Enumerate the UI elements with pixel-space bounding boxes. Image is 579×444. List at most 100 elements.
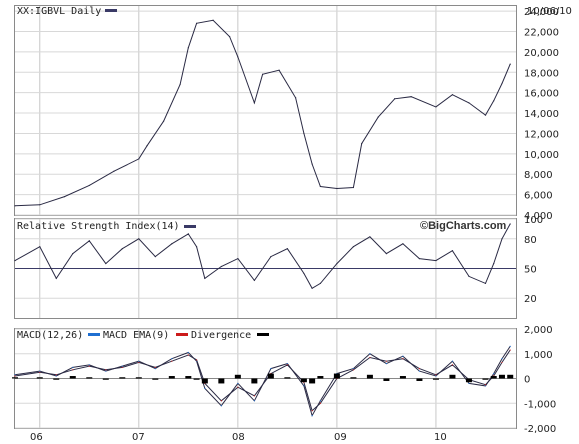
- point-panel-2-series-0-14: [237, 382, 239, 385]
- point-panel-2-series-0-24: [385, 363, 388, 365]
- point-panel-2-series-0-7: [138, 360, 140, 362]
- point-panel-0-series-0-24: [377, 116, 379, 118]
- y-tick-label-panel-0-24000: 24,000: [524, 7, 559, 18]
- point-panel-0-series-0-1: [39, 204, 41, 206]
- point-panel-0-series-0-27: [435, 106, 437, 108]
- point-panel-1-series-0-30: [484, 282, 487, 284]
- point-panel-0-series-0-26: [410, 96, 412, 98]
- point-panel-2-series-0-5: [105, 370, 107, 372]
- macd-series: [12, 345, 514, 417]
- point-panel-2-series-0-16: [270, 368, 272, 370]
- macd-divergence-legend-marker: [257, 333, 269, 336]
- point-panel-1-series-0-8: [154, 256, 156, 258]
- point-panel-2-series-1-9: [171, 360, 173, 362]
- point-panel-2-series-0-8: [154, 368, 156, 370]
- point-panel-0-series-0-31: [493, 100, 495, 102]
- point-panel-2-series-1-17: [286, 364, 288, 366]
- point-panel-0-series-0-30: [484, 114, 487, 116]
- rsi-title-marker: [184, 225, 196, 228]
- divergence-bar-30: [482, 378, 489, 380]
- point-panel-2-series-1-25: [402, 358, 404, 360]
- price-chart-title: XX:IGBVL Daily: [17, 6, 101, 17]
- point-panel-2-series-1-6: [121, 366, 123, 368]
- point-panel-2-series-0-6: [121, 365, 123, 367]
- point-panel-2-series-1-26: [418, 368, 421, 370]
- point-panel-2-series-1-0: [14, 375, 16, 377]
- price-title-marker: [105, 9, 117, 12]
- point-panel-0-series-0-12: [228, 35, 231, 38]
- divergence-bar-17: [284, 377, 291, 379]
- y-tick-label-panel-2-2000: 2,000: [524, 325, 553, 336]
- point-panel-2-series-1-8: [154, 366, 156, 368]
- point-panel-1-series-0-29: [468, 275, 470, 278]
- point-panel-2-series-1-7: [138, 361, 140, 364]
- point-panel-1-series-0-27: [435, 259, 437, 262]
- point-panel-2-series-1-13: [220, 400, 222, 402]
- point-panel-2-series-1-1: [39, 371, 41, 373]
- macd-legend-marker: [88, 333, 100, 336]
- point-panel-0-series-0-4: [113, 170, 115, 172]
- point-panel-2-series-1-11: [195, 359, 198, 361]
- point-panel-2-series-0-29: [468, 382, 470, 385]
- point-panel-2-series-1-5: [105, 369, 107, 371]
- y-tick-label-panel-2-0: 0: [524, 375, 530, 386]
- point-panel-0-series-0-29: [468, 102, 470, 104]
- divergence-bar-6: [119, 377, 126, 379]
- point-panel-0-series-0-21: [336, 187, 338, 190]
- point-panel-1-series-0-0: [14, 259, 16, 262]
- point-panel-1-series-0-19: [311, 287, 313, 289]
- point-panel-1-series-0-16: [270, 256, 272, 258]
- point-panel-0-series-0-23: [361, 143, 363, 145]
- point-panel-2-series-1-20: [319, 402, 321, 404]
- point-panel-0-series-0-9: [187, 47, 189, 49]
- macd-ema-legend-marker: [176, 333, 188, 336]
- point-panel-0-series-0-10: [195, 22, 198, 24]
- brand-logo-text: ©BigCharts.com: [420, 220, 507, 232]
- point-panel-2-series-0-17: [286, 363, 288, 365]
- point-panel-2-series-0-26: [418, 370, 421, 372]
- point-panel-2-series-1-24: [385, 360, 388, 362]
- y-tick-label-panel-0-10000: 10,000: [524, 150, 559, 161]
- y-tick-label-panel-0-20000: 20,000: [524, 48, 559, 59]
- divergence-bar-25: [399, 376, 406, 379]
- y-tick-labels: 4,000 6,000 8,000 10,000 12,000 14,000 16,000 1…: [524, 7, 559, 435]
- divergence-bar-24: [383, 378, 390, 381]
- y-tick-label-panel-0-22000: 22,000: [524, 27, 559, 38]
- point-panel-2-series-0-20: [319, 400, 321, 402]
- point-panel-0-series-0-15: [262, 73, 264, 75]
- point-panel-2-series-0-23: [369, 353, 371, 355]
- date-label: 10/06/10: [527, 6, 572, 17]
- point-panel-2-series-1-28: [451, 364, 454, 366]
- series-line-panel-2-1: [14, 349, 511, 412]
- x-tick-08: 08: [232, 432, 245, 443]
- y-tick-label-panel-0-12000: 12,000: [524, 129, 559, 140]
- point-panel-2-series-1-19: [311, 410, 313, 412]
- point-panel-2-series-0-30: [484, 385, 487, 387]
- divergence-bar-16: [267, 373, 274, 379]
- point-panel-1-series-0-12: [204, 277, 206, 279]
- series-line-panel-1-0: [14, 223, 511, 289]
- point-panel-1-series-0-3: [72, 253, 74, 255]
- point-panel-2-series-0-31: [493, 372, 495, 375]
- y-tick-label-panel-0-6000: 6,000: [524, 191, 553, 202]
- point-panel-1-series-0-21: [336, 262, 338, 265]
- point-panel-1-series-0-14: [237, 258, 239, 260]
- divergence-bar-19: [309, 378, 316, 384]
- point-panel-1-series-0-17: [286, 248, 288, 250]
- point-panel-2-series-0-4: [88, 364, 90, 366]
- point-panel-1-series-0-11: [195, 246, 198, 248]
- point-panel-1-series-0-4: [88, 240, 90, 242]
- rsi-chart-title: Relative Strength Index(14): [17, 221, 180, 232]
- point-panel-2-series-1-14: [237, 386, 239, 388]
- divergence-bar-10: [185, 376, 192, 379]
- point-panel-2-series-1-10: [187, 354, 189, 356]
- point-panel-2-series-1-30: [484, 384, 487, 386]
- divergence-bar-14: [234, 374, 241, 379]
- y-tick-label-panel-2--1000: -1,000: [524, 399, 556, 410]
- y-tick-label-panel-0-16000: 16,000: [524, 89, 559, 100]
- divergence-bar-32: [498, 374, 505, 379]
- point-panel-0-series-0-25: [394, 98, 396, 100]
- point-panel-0-series-0-20: [319, 185, 321, 188]
- divergence-bar-20: [317, 376, 324, 379]
- point-panel-0-series-0-3: [88, 184, 90, 187]
